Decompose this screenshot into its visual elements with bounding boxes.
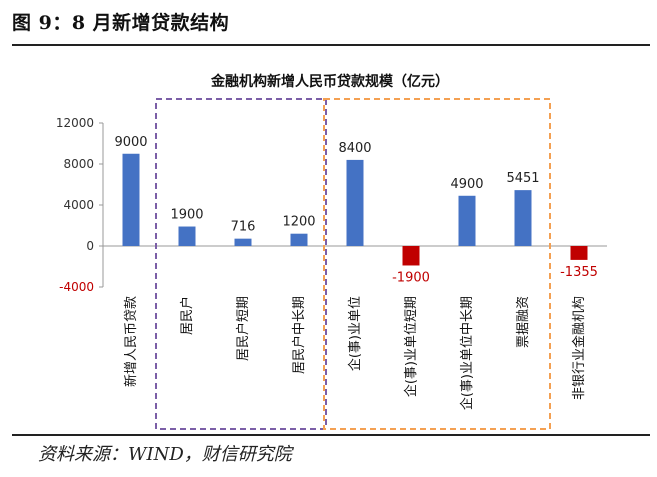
category-label: 企(事)业单位 — [347, 296, 363, 371]
category-label: 居民户短期 — [235, 296, 251, 361]
bar — [570, 246, 588, 260]
category-label: 企(事)业单位中长期 — [459, 296, 475, 410]
y-tick-label: 0 — [86, 239, 94, 253]
category-label: 票据融资 — [516, 296, 531, 348]
y-tick-label: -4000 — [59, 280, 94, 294]
source-note: 资料来源：WIND，财信研究院 — [38, 444, 292, 465]
data-label: 5451 — [506, 171, 539, 186]
category-label: 居民户 — [179, 296, 195, 335]
figure-title: 图 9：8 月新增贷款结构 — [12, 12, 230, 34]
chart-title: 金融机构新增人民币贷款规模（亿元） — [210, 73, 449, 90]
data-label: -1355 — [560, 265, 598, 280]
data-label: 8400 — [338, 141, 371, 156]
group-boxes — [155, 98, 551, 430]
category-labels: 新增人民币贷款 居民户 居民户短期 居民户中长期 企(事)业单位 企(事)业单位短期 企(事… — [123, 296, 587, 410]
y-tick-label: 4000 — [63, 198, 94, 212]
bar — [402, 246, 420, 266]
y-tick-label: 12000 — [56, 116, 94, 130]
data-label: 9000 — [114, 135, 147, 150]
bar — [290, 233, 308, 246]
bars — [122, 153, 588, 266]
category-label: 新增人民币贷款 — [123, 296, 139, 387]
data-label: 716 — [231, 220, 256, 235]
y-tick-label: 8000 — [63, 157, 94, 171]
category-label: 企(事)业单位短期 — [403, 296, 419, 397]
group-box-household — [155, 98, 327, 430]
bar — [122, 153, 140, 246]
data-label: 1200 — [282, 215, 315, 230]
y-axis: 12000 8000 4000 0 -4000 — [56, 116, 104, 294]
data-label: 1900 — [170, 208, 203, 223]
bar — [178, 226, 196, 246]
top-rule — [12, 44, 650, 46]
category-label: 非银行业金融机构 — [571, 296, 587, 400]
bottom-rule — [12, 434, 650, 436]
data-label: -1900 — [392, 270, 430, 285]
group-box-enterprise — [323, 98, 551, 430]
bar — [346, 159, 364, 246]
bar — [458, 195, 476, 246]
data-label: 4900 — [450, 177, 483, 192]
bar — [234, 238, 252, 246]
category-label: 居民户中长期 — [291, 296, 307, 374]
bar — [514, 190, 532, 246]
data-labels: 9000 1900 716 1200 8400 -1900 4900 5451 -1355 — [114, 135, 597, 286]
